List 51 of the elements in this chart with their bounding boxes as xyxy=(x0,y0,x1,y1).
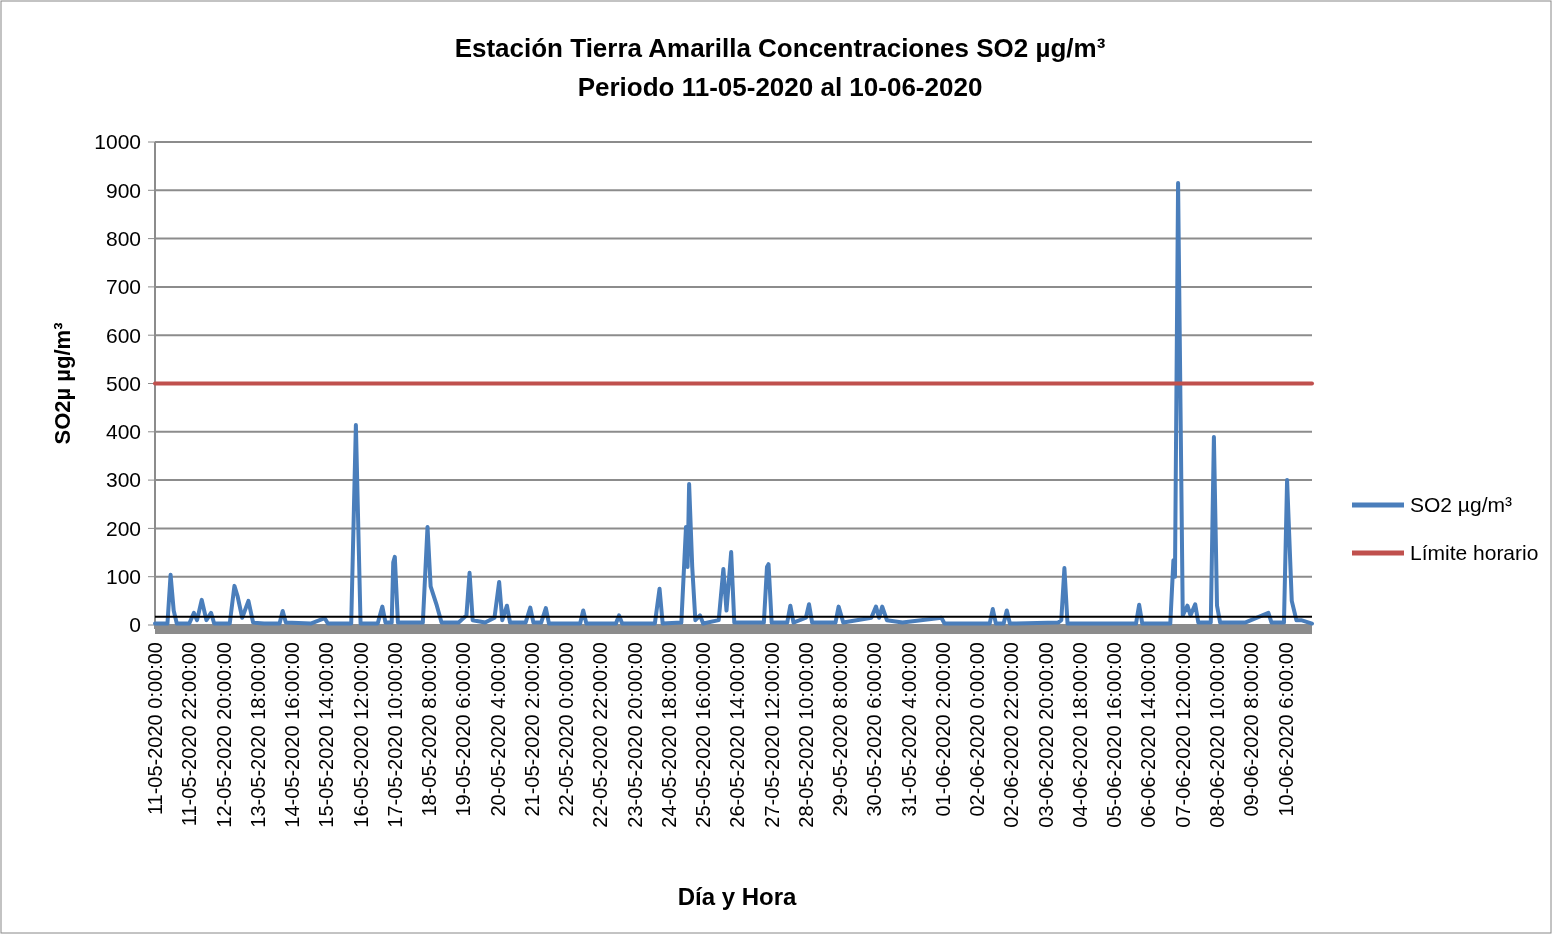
x-tick-label: 12-05-2020 20:00:00 xyxy=(212,642,235,828)
x-tick-label: 18-05-2020 8:00:00 xyxy=(418,642,441,817)
y-tick-label: 600 xyxy=(105,323,141,347)
x-tick-label: 22-05-2020 0:00:00 xyxy=(555,642,578,817)
x-tick-label: 09-06-2020 8:00:00 xyxy=(1240,642,1263,817)
x-tick-label: 25-05-2020 16:00:00 xyxy=(692,642,715,828)
x-axis-title: Día y Hora xyxy=(677,883,797,910)
x-tick-label: 30-05-2020 6:00:00 xyxy=(863,642,886,817)
x-tick-label: 06-06-2020 14:00:00 xyxy=(1137,642,1160,828)
x-tick-label: 01-06-2020 2:00:00 xyxy=(931,642,954,817)
x-tick-label: 08-06-2020 10:00:00 xyxy=(1206,642,1229,828)
y-tick-label: 100 xyxy=(105,565,141,589)
x-tick-label: 03-06-2020 20:00:00 xyxy=(1034,642,1057,828)
x-tick-label: 28-05-2020 10:00:00 xyxy=(794,642,817,828)
x-tick-label: 16-05-2020 12:00:00 xyxy=(349,642,372,828)
y-tick-label: 500 xyxy=(105,371,141,395)
x-tick-label: 31-05-2020 4:00:00 xyxy=(897,642,920,817)
x-tick-label: 07-06-2020 12:00:00 xyxy=(1171,642,1194,828)
y-tick-label: 0 xyxy=(129,613,141,637)
x-tick-label: 17-05-2020 10:00:00 xyxy=(383,642,406,828)
x-tick-label: 26-05-2020 14:00:00 xyxy=(726,642,749,828)
y-tick-label: 1000 xyxy=(94,130,141,154)
x-tick-label: 24-05-2020 18:00:00 xyxy=(657,642,680,828)
y-tick-label: 900 xyxy=(105,178,141,202)
x-tick-label: 02-06-2020 0:00:00 xyxy=(966,642,989,817)
y-tick-label: 200 xyxy=(105,516,141,540)
x-tick-label: 21-05-2020 2:00:00 xyxy=(520,642,543,817)
x-tick-label: 27-05-2020 12:00:00 xyxy=(760,642,783,828)
y-tick-label: 400 xyxy=(105,420,141,444)
x-tick-label: 05-06-2020 16:00:00 xyxy=(1103,642,1126,828)
x-tick-label: 02-06-2020 22:00:00 xyxy=(1000,642,1023,828)
x-tick-label: 10-06-2020 6:00:00 xyxy=(1274,642,1297,817)
x-tick-label: 29-05-2020 8:00:00 xyxy=(829,642,852,817)
chart-title: Estación Tierra Amarilla Concentraciones SO2 µg/m³ xyxy=(454,33,1106,63)
x-tick-label: 11-05-2020 22:00:00 xyxy=(178,642,201,827)
x-tick-label: 23-05-2020 20:00:00 xyxy=(623,642,646,828)
y-tick-label: 700 xyxy=(105,275,141,299)
x-tick-label: 13-05-2020 18:00:00 xyxy=(246,642,269,828)
x-tick-label: 15-05-2020 14:00:00 xyxy=(315,642,338,828)
y-tick-label: 300 xyxy=(105,468,141,492)
chart-subtitle: Periodo 11-05-2020 al 10-06-2020 xyxy=(577,72,983,102)
y-axis-title: SO2µ µg/m³ xyxy=(50,322,75,445)
legend-label: Límite horario xyxy=(1410,541,1539,565)
x-tick-label: 22-05-2020 22:00:00 xyxy=(589,642,612,828)
x-tick-label: 19-05-2020 6:00:00 xyxy=(452,642,475,817)
x-tick-label: 20-05-2020 4:00:00 xyxy=(486,642,509,817)
x-tick-label: 04-06-2020 18:00:00 xyxy=(1068,642,1091,828)
y-tick-label: 800 xyxy=(105,226,141,250)
x-tick-label: 11-05-2020 0:00:00 xyxy=(144,642,166,816)
x-tick-label: 14-05-2020 16:00:00 xyxy=(281,642,304,828)
legend-label: SO2 µg/m³ xyxy=(1410,493,1512,517)
